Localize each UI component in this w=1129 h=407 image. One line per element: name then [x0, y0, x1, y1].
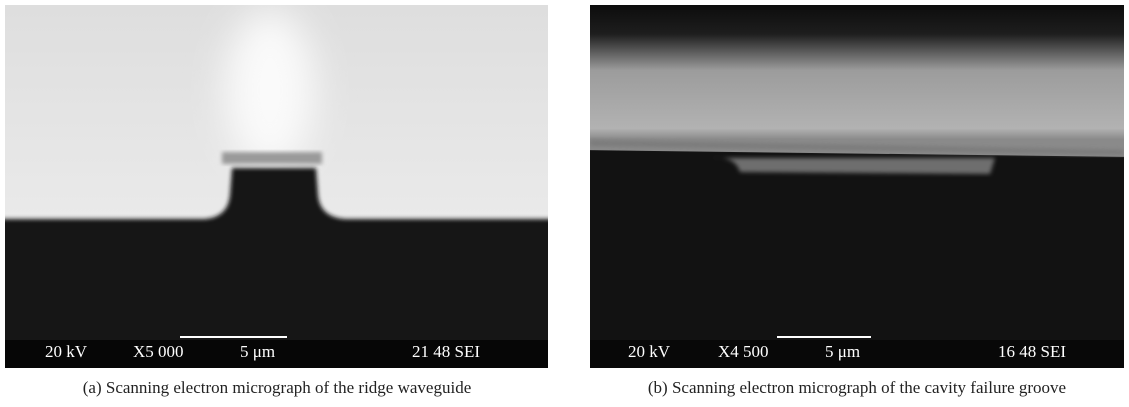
caption: (b) Scanning electron micrograph of the …	[648, 378, 1066, 397]
ridge-cap	[222, 152, 322, 164]
magnification: X5 000	[133, 342, 184, 361]
voltage: 20 kV	[45, 342, 88, 361]
scale-label: 5 μm	[240, 342, 275, 361]
figure: 20 kV X5 000 5 μm 21 48 SEI 20 kV X4 500…	[0, 0, 1129, 407]
scale-label: 5 μm	[825, 342, 860, 361]
page: 20 kV X5 000 5 μm 21 48 SEI 20 kV X4 500…	[0, 0, 1129, 407]
info: 21 48 SEI	[412, 342, 480, 361]
groove	[712, 158, 995, 174]
caption: (a) Scanning electron micrograph of the …	[83, 378, 472, 397]
voltage: 20 kV	[628, 342, 671, 361]
micrograph-b: 20 kV X4 500 5 μm 16 48 SEI	[580, 5, 1129, 380]
info: 16 48 SEI	[998, 342, 1066, 361]
magnification: X4 500	[718, 342, 769, 361]
micrograph-a: 20 kV X5 000 5 μm 21 48 SEI	[0, 5, 560, 380]
charging-glow	[225, 10, 315, 170]
